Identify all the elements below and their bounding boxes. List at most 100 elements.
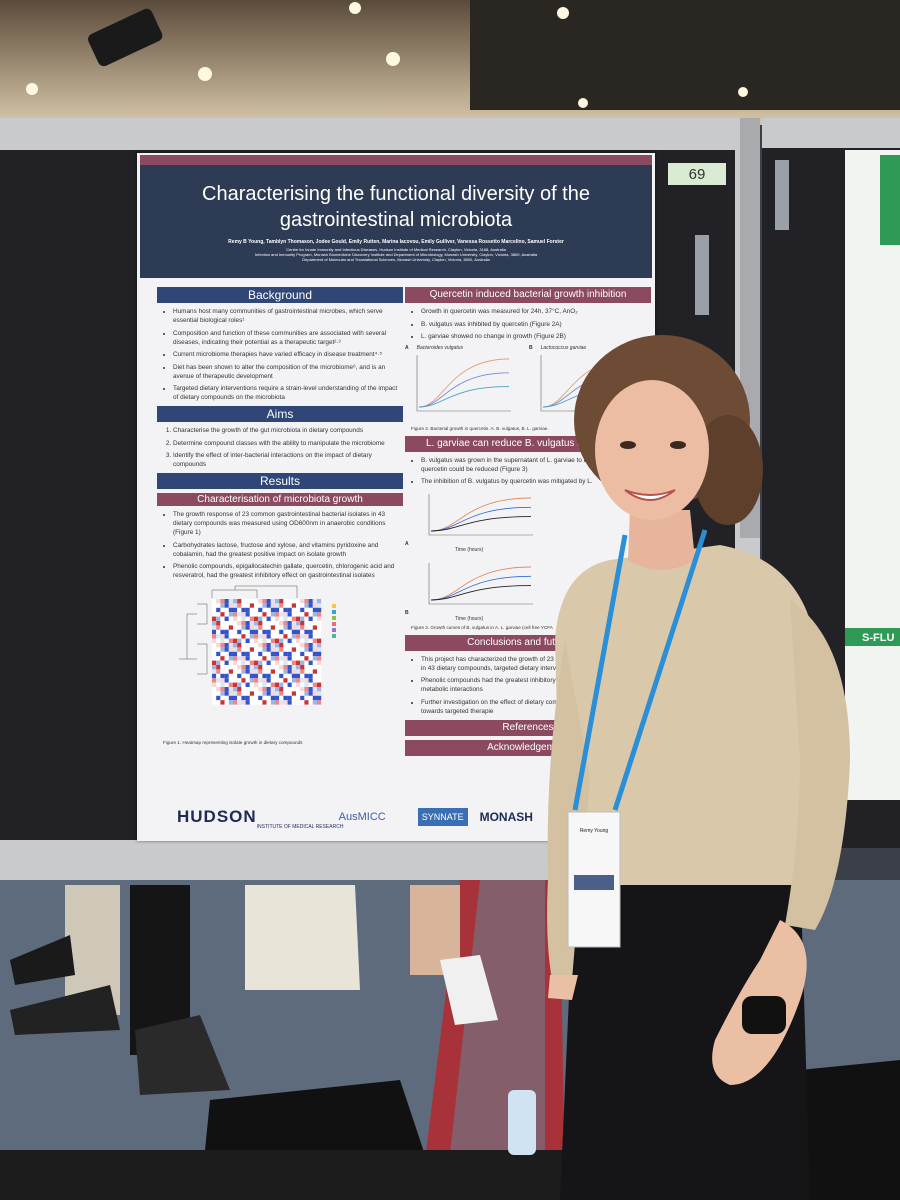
heatmap-cell <box>237 611 242 617</box>
heatmap-cell <box>224 602 229 608</box>
heatmap-cell <box>270 677 275 683</box>
dendrogram <box>211 585 298 598</box>
legend-swatch <box>332 633 336 638</box>
heatmap-cell <box>291 673 296 678</box>
heatmap-cell <box>249 638 254 643</box>
heatmap-cell <box>258 664 263 669</box>
heatmap-cell <box>312 668 317 674</box>
heatmap-cell <box>287 686 292 691</box>
heatmap-cell <box>270 664 275 669</box>
heatmap-cell <box>279 682 284 687</box>
heatmap-cell <box>287 690 292 696</box>
heatmap-cell <box>296 664 301 669</box>
heatmap-cell <box>317 646 322 652</box>
heatmap-cell <box>283 664 288 669</box>
heatmap-cell <box>296 616 301 621</box>
growth-curve <box>430 515 531 531</box>
shoe <box>10 935 75 985</box>
heatmap-cell <box>275 695 280 700</box>
heatmap-cell <box>245 602 250 608</box>
heatmap-cell <box>262 677 267 683</box>
heatmap-cell <box>317 611 322 617</box>
heatmap-cell <box>245 611 250 617</box>
heatmap-cell <box>270 638 275 643</box>
heatmap-cell <box>233 624 238 630</box>
heatmap-cell <box>212 682 217 687</box>
heatmap-cell <box>279 660 284 665</box>
heatmap-cell <box>228 655 233 661</box>
heatmap-cell <box>245 620 250 625</box>
heatmap-cell <box>300 633 305 639</box>
heatmap-cell <box>233 668 238 674</box>
heatmap-cell <box>283 616 288 621</box>
heatmap-cell <box>220 611 225 617</box>
heatmap-cell <box>317 673 322 678</box>
section-heading: Results <box>157 473 403 489</box>
legend-swatch <box>332 609 336 614</box>
heatmap-cell <box>300 686 305 691</box>
heatmap-cell <box>312 611 317 617</box>
heatmap-cell <box>287 638 292 643</box>
heatmap-cell <box>317 616 322 621</box>
heatmap-cell <box>287 660 292 665</box>
heatmap-cell <box>241 664 246 669</box>
heatmap-cell <box>308 620 313 625</box>
heatmap-cell <box>258 602 263 608</box>
heatmap-cell <box>237 642 242 647</box>
bag <box>790 1060 900 1200</box>
heatmap-cell <box>296 629 301 634</box>
heatmap-cell <box>237 646 242 652</box>
heatmap-cell <box>317 633 322 639</box>
heatmap-cell <box>304 699 309 705</box>
heatmap-cell <box>249 660 254 665</box>
heatmap-cell <box>283 682 288 687</box>
heatmap-cell <box>237 673 242 678</box>
heatmap-cell <box>270 690 275 696</box>
heatmap-cell <box>266 673 271 678</box>
heatmap-cell <box>308 668 313 674</box>
heatmap-cell <box>304 686 309 691</box>
figure-caption: Figure 3. Growth curves of B. vulgatus i… <box>411 624 553 630</box>
heatmap-cell <box>317 668 322 674</box>
heatmap-cell <box>237 633 242 639</box>
heatmap-cell <box>308 642 313 647</box>
heatmap-cell <box>233 673 238 678</box>
heatmap-cell <box>237 664 242 669</box>
heatmap-cell <box>266 677 271 683</box>
heatmap-cell <box>262 638 267 643</box>
heatmap-cell <box>279 690 284 696</box>
heatmap-cell <box>262 673 267 678</box>
heatmap-cell <box>291 686 296 691</box>
heatmap-cell <box>312 695 317 700</box>
heatmap-cell <box>312 624 317 630</box>
heatmap-cell <box>254 642 259 647</box>
heatmap-cell <box>279 673 284 678</box>
heatmap-cell <box>216 611 221 617</box>
heatmap-cell <box>266 602 271 608</box>
heatmap-cell <box>300 638 305 643</box>
heatmap-cell <box>300 695 305 700</box>
heatmap-cell <box>317 660 322 665</box>
neck <box>628 510 695 570</box>
heatmap-cell <box>212 633 217 639</box>
heatmap-cell <box>237 699 242 705</box>
figure-caption: Figure 2. Bacterial growth in quercetin.… <box>411 425 549 431</box>
heatmap-cell <box>228 616 233 621</box>
heatmap-cell <box>296 699 301 705</box>
heatmap-cell <box>212 686 217 691</box>
heatmap-cell <box>212 642 217 647</box>
heatmap-cell <box>275 682 280 687</box>
heatmap-cell <box>220 607 225 612</box>
heatmap-cell <box>296 682 301 687</box>
heatmap-cell <box>245 677 250 683</box>
table-edge <box>0 1150 600 1200</box>
heatmap-cell <box>241 668 246 674</box>
right-arm <box>785 600 850 930</box>
heatmap-cell <box>279 695 284 700</box>
heatmap-cell <box>312 699 317 705</box>
heatmap-cell <box>287 677 292 683</box>
heatmap-cell <box>296 620 301 625</box>
heatmap-cell <box>300 655 305 661</box>
heatmap-cell <box>291 638 296 643</box>
heatmap-cell <box>258 616 263 621</box>
